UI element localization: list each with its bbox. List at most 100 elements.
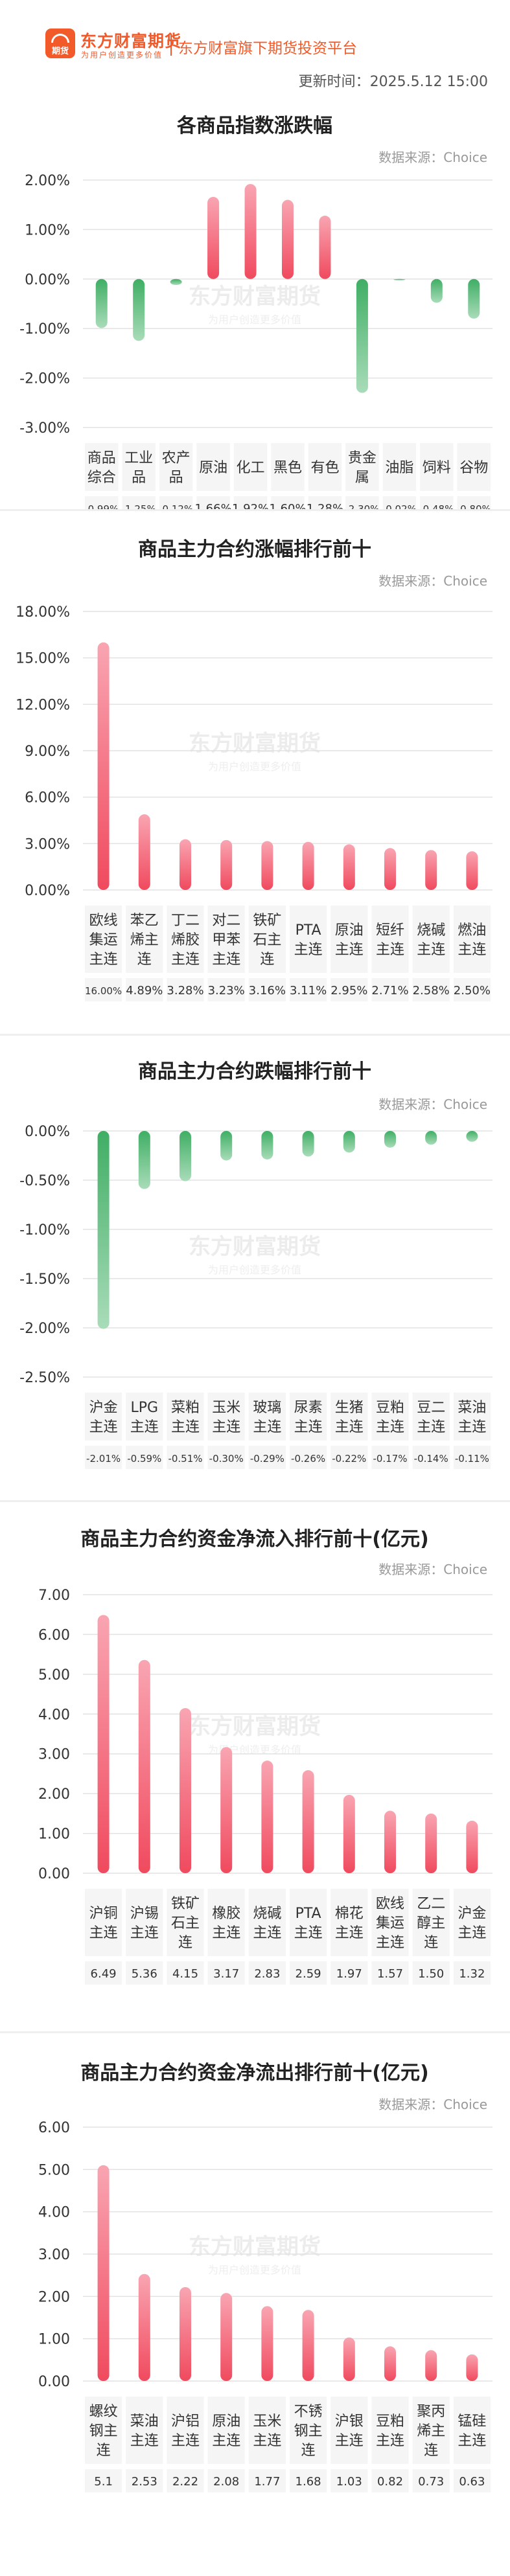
category-label: 燃油主连	[458, 922, 486, 958]
value-label: 16.00%	[85, 985, 122, 997]
category-box	[248, 906, 286, 973]
category-box	[412, 1889, 450, 1956]
category-box	[167, 1889, 204, 1956]
category-label: 原油主连	[212, 2413, 240, 2449]
section-divider	[0, 1034, 510, 1036]
bar-菜油主连	[466, 1131, 478, 1142]
category-label: 商品综合	[87, 450, 116, 486]
value-box	[330, 1446, 368, 1469]
bar-玉米主连	[261, 2306, 273, 2381]
y-tick-label: 4.00	[38, 1707, 70, 1723]
value-box	[248, 1961, 286, 1985]
value-box	[85, 978, 122, 1001]
y-tick-label: -2.00%	[19, 371, 70, 387]
category-box	[420, 443, 454, 491]
value-box	[453, 1961, 491, 1985]
category-label: 饲料	[423, 460, 451, 476]
category-label: 不锈钢主连	[294, 2404, 323, 2459]
chart-section-1: 各商品指数涨跌幅 数据来源：Choice 东方财富期货 为用户创造更多价值 2.00% 1…	[0, 97, 510, 509]
y-tick-label: -1.50%	[19, 1271, 70, 1288]
category-box	[453, 906, 491, 973]
category-label: LPG 主连	[130, 1400, 159, 1435]
value-box	[453, 2469, 491, 2492]
category-label: 原油主连	[335, 922, 364, 958]
y-tick-label: 4.00	[38, 2205, 70, 2221]
category-label: 油脂	[385, 460, 413, 476]
category-label: 沪铜主连	[89, 1906, 118, 1941]
value-label: -0.22%	[332, 1453, 366, 1465]
bar-螺纹钢主连	[97, 2165, 110, 2381]
watermark-tagline: 为用户创造更多价值	[208, 313, 301, 326]
value-label: 2.59	[296, 1967, 321, 1981]
bar-商品综合	[95, 279, 108, 328]
value-label: -0.12%	[159, 503, 193, 509]
category-box	[122, 443, 156, 491]
value-box	[453, 1446, 491, 1469]
value-box	[371, 2469, 409, 2492]
bar-原油主连	[220, 2293, 233, 2381]
category-label: 豆粕主连	[376, 1400, 404, 1435]
category-box	[167, 2397, 204, 2464]
category-box	[167, 1393, 204, 1441]
value-box	[159, 496, 193, 509]
value-label: 3.23%	[208, 984, 245, 997]
category-label: 工业品	[124, 450, 153, 486]
bar-烧碱主连	[261, 1761, 273, 1873]
value-label: 3.11%	[290, 984, 327, 997]
y-tick-label: 6.00%	[25, 790, 70, 806]
y-tick-label: 1.00%	[25, 222, 70, 238]
y-tick-label: 0.00	[38, 2374, 70, 2390]
y-tick-label: 0.00	[38, 1866, 70, 1882]
section-divider	[0, 2031, 510, 2033]
category-box	[330, 1889, 368, 1956]
value-label: -0.80%	[457, 503, 491, 509]
y-tick-label: 1.00	[38, 2332, 70, 2348]
category-box	[371, 2397, 409, 2464]
section-divider	[0, 509, 510, 511]
category-label: 对二甲苯主连	[212, 913, 240, 968]
category-label: 黑色	[273, 460, 302, 476]
value-label: 4.89%	[126, 984, 163, 997]
category-label: 原油	[199, 460, 227, 476]
y-tick-label: 1.00	[38, 1827, 70, 1843]
category-box	[290, 906, 327, 973]
chart-section-2: 商品主力合约涨幅排行前十 数据来源：Choice 东方财富期货 为用户创造更多价值 18…	[0, 509, 510, 1034]
brand-logo: 期货	[45, 28, 75, 58]
value-box	[207, 1446, 245, 1469]
value-label: 3.16%	[249, 984, 286, 997]
value-label: -0.14%	[414, 1453, 448, 1465]
category-box	[290, 1393, 327, 1441]
value-label: 1.32	[459, 1967, 485, 1981]
category-box	[196, 443, 230, 491]
chart-section-3: 商品主力合约跌幅排行前十 数据来源：Choice 东方财富期货 为用户创造更多价值 0.…	[0, 1034, 510, 1500]
value-label: 1.66%	[194, 502, 231, 509]
category-label: 菜油主连	[130, 2413, 159, 2449]
y-tick-label: 2.00	[38, 1786, 70, 1803]
bar-豆粕主连	[384, 2346, 396, 2381]
value-box	[290, 2469, 327, 2492]
value-label: -0.17%	[373, 1453, 407, 1465]
value-box	[167, 978, 204, 1001]
category-box	[85, 443, 119, 491]
category-box	[453, 1889, 491, 1956]
category-label: 玉米主连	[253, 2413, 281, 2449]
value-label: 2.71%	[371, 984, 408, 997]
value-label: 3.28%	[167, 984, 203, 997]
category-box	[345, 443, 379, 491]
category-label: 有色	[310, 460, 339, 476]
value-label: 1.50	[418, 1967, 444, 1981]
bar-LPG主连	[138, 1131, 150, 1189]
bar-原油	[207, 196, 220, 279]
value-label: -0.99%	[84, 503, 119, 509]
category-label: 丁二烯胶主连	[171, 913, 200, 968]
y-tick-label: 6.00	[38, 1627, 70, 1643]
category-label: 生猪主连	[335, 1400, 364, 1435]
category-label: 沪银主连	[335, 2413, 364, 2449]
category-label: 聚丙烯主连	[417, 2404, 445, 2459]
bar-欧线集运主连	[97, 642, 110, 890]
category-box	[330, 2397, 368, 2464]
y-tick-label: 3.00%	[25, 836, 70, 852]
value-box	[126, 978, 163, 1001]
